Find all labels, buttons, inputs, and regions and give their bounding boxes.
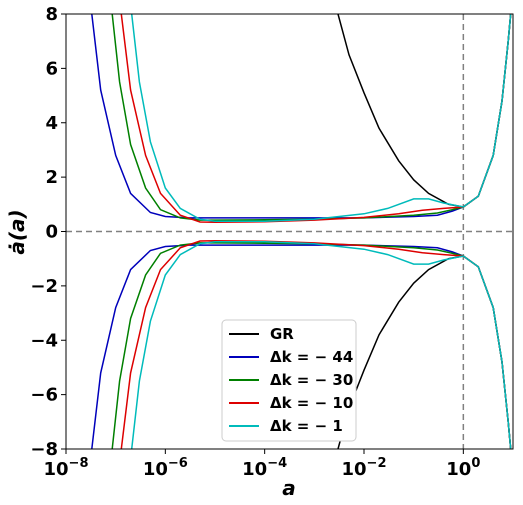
y-tick-label: 0: [45, 222, 58, 243]
y-tick-label: −8: [30, 439, 58, 460]
legend-label-0: GR: [270, 325, 294, 343]
legend-label-1: Δk = − 44: [270, 348, 353, 366]
y-tick-label: 2: [45, 167, 58, 188]
x-tick-label: 10−6: [143, 456, 188, 480]
x-tick-label: 100: [446, 456, 480, 480]
y-tick-label: −4: [30, 330, 58, 351]
series-line-4-lower: [130, 241, 512, 449]
legend-label-3: Δk = − 10: [270, 394, 353, 412]
series-line-1-upper: [91, 14, 512, 219]
x-axis-ticks: 10−8 10−6 10−4 10−2 100: [43, 449, 480, 480]
legend-box: [221, 319, 357, 442]
reference-lines: [66, 14, 513, 449]
y-tick-label: −6: [30, 385, 58, 406]
y-tick-label: 4: [45, 113, 58, 134]
legend-label-4: Δk = − 1: [270, 417, 343, 435]
series-lines: [91, 14, 512, 449]
series-line-2-upper: [111, 14, 512, 221]
y-tick-label: 6: [45, 58, 58, 79]
series-line-4-upper: [130, 14, 512, 222]
x-tick-label: 10−2: [341, 456, 386, 480]
x-tick-label: 10−4: [242, 456, 287, 480]
legend: GR Δk = − 44 Δk = − 30 Δk = − 10 Δk = − 1: [221, 319, 357, 442]
legend-label-2: Δk = − 30: [270, 371, 353, 389]
series-line-3-upper: [120, 14, 512, 224]
x-axis-label: a: [282, 476, 296, 500]
y-axis-label: ȧ(a): [5, 209, 29, 254]
x-tick-label: 10−8: [43, 456, 88, 480]
y-tick-label: 8: [45, 4, 58, 25]
y-axis-ticks: 8 6 4 2 0 −2 −4 −6 −8: [30, 4, 66, 460]
y-tick-label: −2: [30, 276, 58, 297]
